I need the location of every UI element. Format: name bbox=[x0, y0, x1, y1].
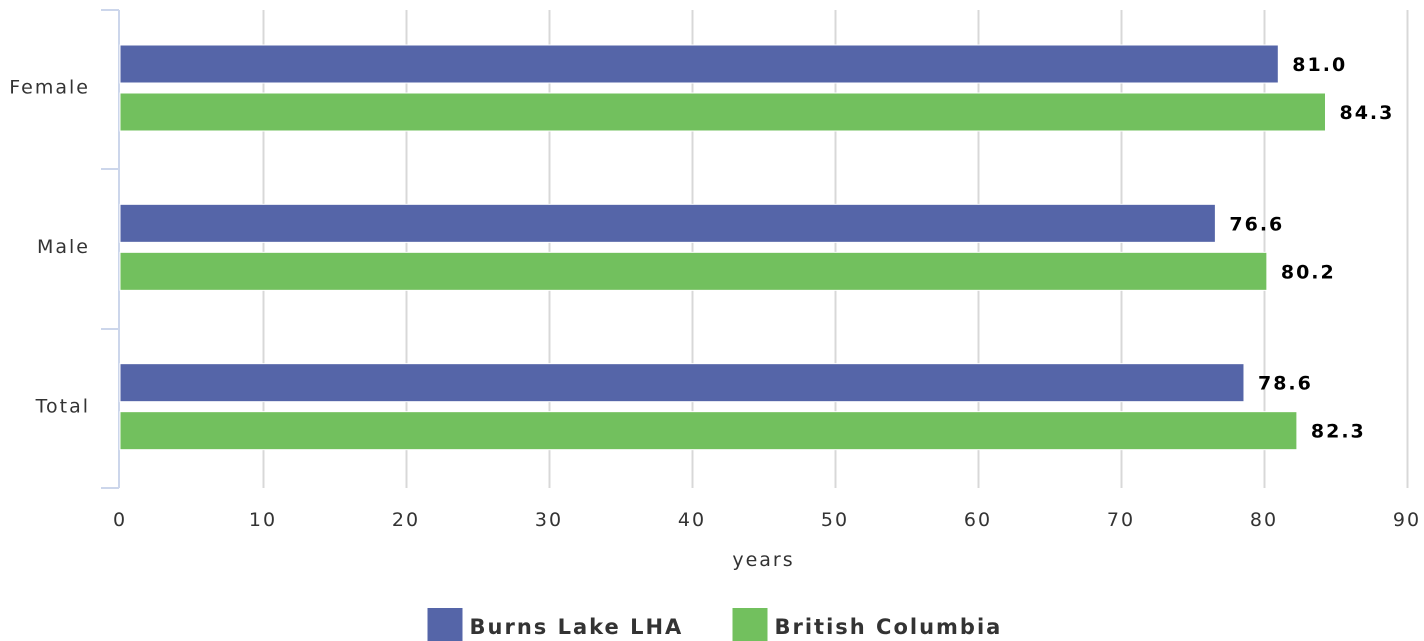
bars bbox=[119, 44, 1326, 451]
data-label: 82.3 bbox=[1311, 421, 1366, 443]
x-tick-label: 80 bbox=[1250, 509, 1278, 531]
legend-label: British Columbia bbox=[775, 615, 1003, 639]
legend-swatch bbox=[427, 608, 463, 641]
x-tick-label: 20 bbox=[392, 509, 420, 531]
bar bbox=[119, 203, 1216, 243]
legend-label: Burns Lake LHA bbox=[470, 615, 684, 639]
bar bbox=[119, 44, 1279, 84]
x-axis-title: years bbox=[732, 549, 794, 571]
gridlines bbox=[262, 10, 1409, 488]
legend-swatch bbox=[732, 608, 768, 641]
category-label: Male bbox=[37, 236, 90, 258]
x-tick-label: 30 bbox=[535, 509, 563, 531]
data-label: 81.0 bbox=[1292, 54, 1347, 76]
value-axis-ticks: 0 10 20 30 40 50 60 70 80 90 bbox=[113, 509, 1421, 531]
category-label: Total bbox=[35, 395, 90, 417]
bar bbox=[119, 251, 1268, 291]
x-tick-label: 60 bbox=[964, 509, 992, 531]
x-tick-label: 90 bbox=[1393, 509, 1421, 531]
legend: Burns Lake LHA British Columbia bbox=[427, 608, 1003, 641]
x-tick-label: 0 bbox=[113, 509, 127, 531]
legend-item[interactable]: Burns Lake LHA bbox=[427, 608, 684, 641]
x-tick-label: 40 bbox=[678, 509, 706, 531]
x-tick-label: 70 bbox=[1107, 509, 1135, 531]
category-axis: Female Male Total bbox=[9, 9, 120, 489]
bar bbox=[119, 92, 1326, 132]
x-tick-label: 50 bbox=[821, 509, 849, 531]
bar bbox=[119, 363, 1245, 403]
data-label: 84.3 bbox=[1339, 102, 1394, 124]
x-tick-label: 10 bbox=[249, 509, 277, 531]
data-label: 78.6 bbox=[1258, 373, 1313, 395]
data-label: 80.2 bbox=[1281, 261, 1336, 283]
bar bbox=[119, 411, 1298, 451]
legend-item[interactable]: British Columbia bbox=[732, 608, 1003, 641]
category-label: Female bbox=[9, 77, 90, 99]
data-labels: 81.0 84.3 76.6 80.2 78.6 82.3 bbox=[1229, 54, 1394, 443]
data-label: 76.6 bbox=[1229, 213, 1284, 235]
